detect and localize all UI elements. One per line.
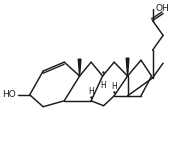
Text: OH: OH (155, 4, 169, 13)
Polygon shape (78, 59, 81, 76)
Text: H: H (88, 87, 94, 96)
Text: H: H (100, 81, 106, 90)
Text: HO: HO (3, 90, 16, 99)
Polygon shape (126, 58, 129, 76)
Text: H: H (111, 82, 117, 91)
